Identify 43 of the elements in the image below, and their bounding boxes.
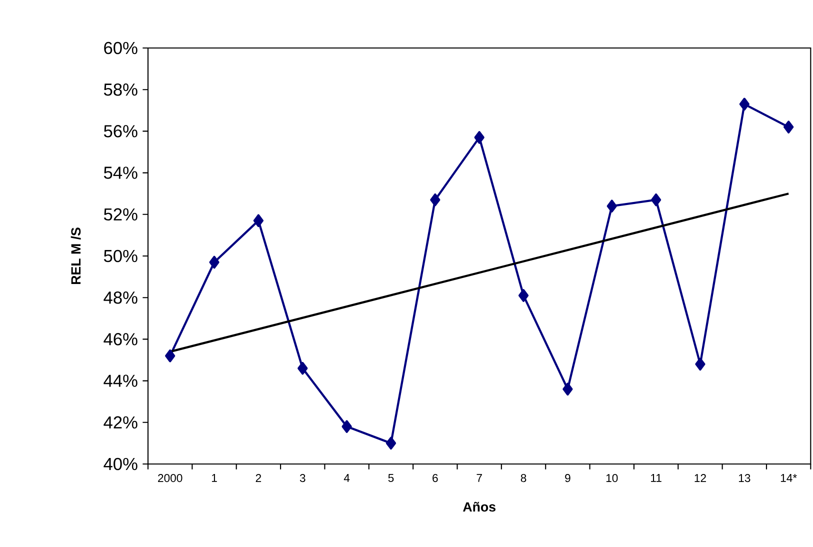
y-tick-label: 44% <box>104 374 138 387</box>
x-tick-label: 10 <box>606 474 618 482</box>
point <box>474 131 484 144</box>
point <box>209 256 220 269</box>
x-tick-label: 2 <box>256 474 262 482</box>
x-tick-label: 2000 <box>158 474 182 482</box>
x-tick-label: 13 <box>738 474 750 482</box>
x-axis-title: Años <box>463 502 496 512</box>
point <box>298 362 308 375</box>
x-tick-label: 1 <box>212 474 217 482</box>
point <box>739 98 750 111</box>
point <box>606 200 617 212</box>
point <box>430 193 440 206</box>
x-tick-label: 14* <box>780 474 797 482</box>
x-tick-label: 5 <box>388 474 394 482</box>
y-tick-label: 50% <box>104 250 138 262</box>
x-tick-label: 4 <box>344 474 350 482</box>
point <box>253 214 264 228</box>
point <box>386 436 396 450</box>
x-tick-label: 9 <box>565 474 570 482</box>
x-tick-label: 11 <box>651 474 662 482</box>
x-tick-label: 8 <box>520 474 526 482</box>
y-tick-label: 42% <box>104 416 138 429</box>
point <box>518 289 529 302</box>
point <box>562 382 573 396</box>
y-axis-title: REL M /S <box>70 228 81 284</box>
y-tick-label: 48% <box>104 291 138 304</box>
point <box>165 349 176 362</box>
x-tick-label: 6 <box>432 474 438 482</box>
point <box>695 358 706 371</box>
y-tick-label: 46% <box>104 333 138 346</box>
x-tick-label: 12 <box>694 474 706 482</box>
x-tick-label: 7 <box>476 474 482 482</box>
y-tick-label: 52% <box>104 208 138 221</box>
point <box>784 120 794 134</box>
y-tick-label: 40% <box>104 458 138 470</box>
y-tick-label: 56% <box>104 125 138 138</box>
point <box>342 420 352 433</box>
y-tick-label: 58% <box>104 83 138 96</box>
x-tick-label: 3 <box>300 474 306 482</box>
y-tick-label: 60% <box>104 42 138 54</box>
y-tick-label: 54% <box>104 166 138 179</box>
point <box>650 193 662 206</box>
